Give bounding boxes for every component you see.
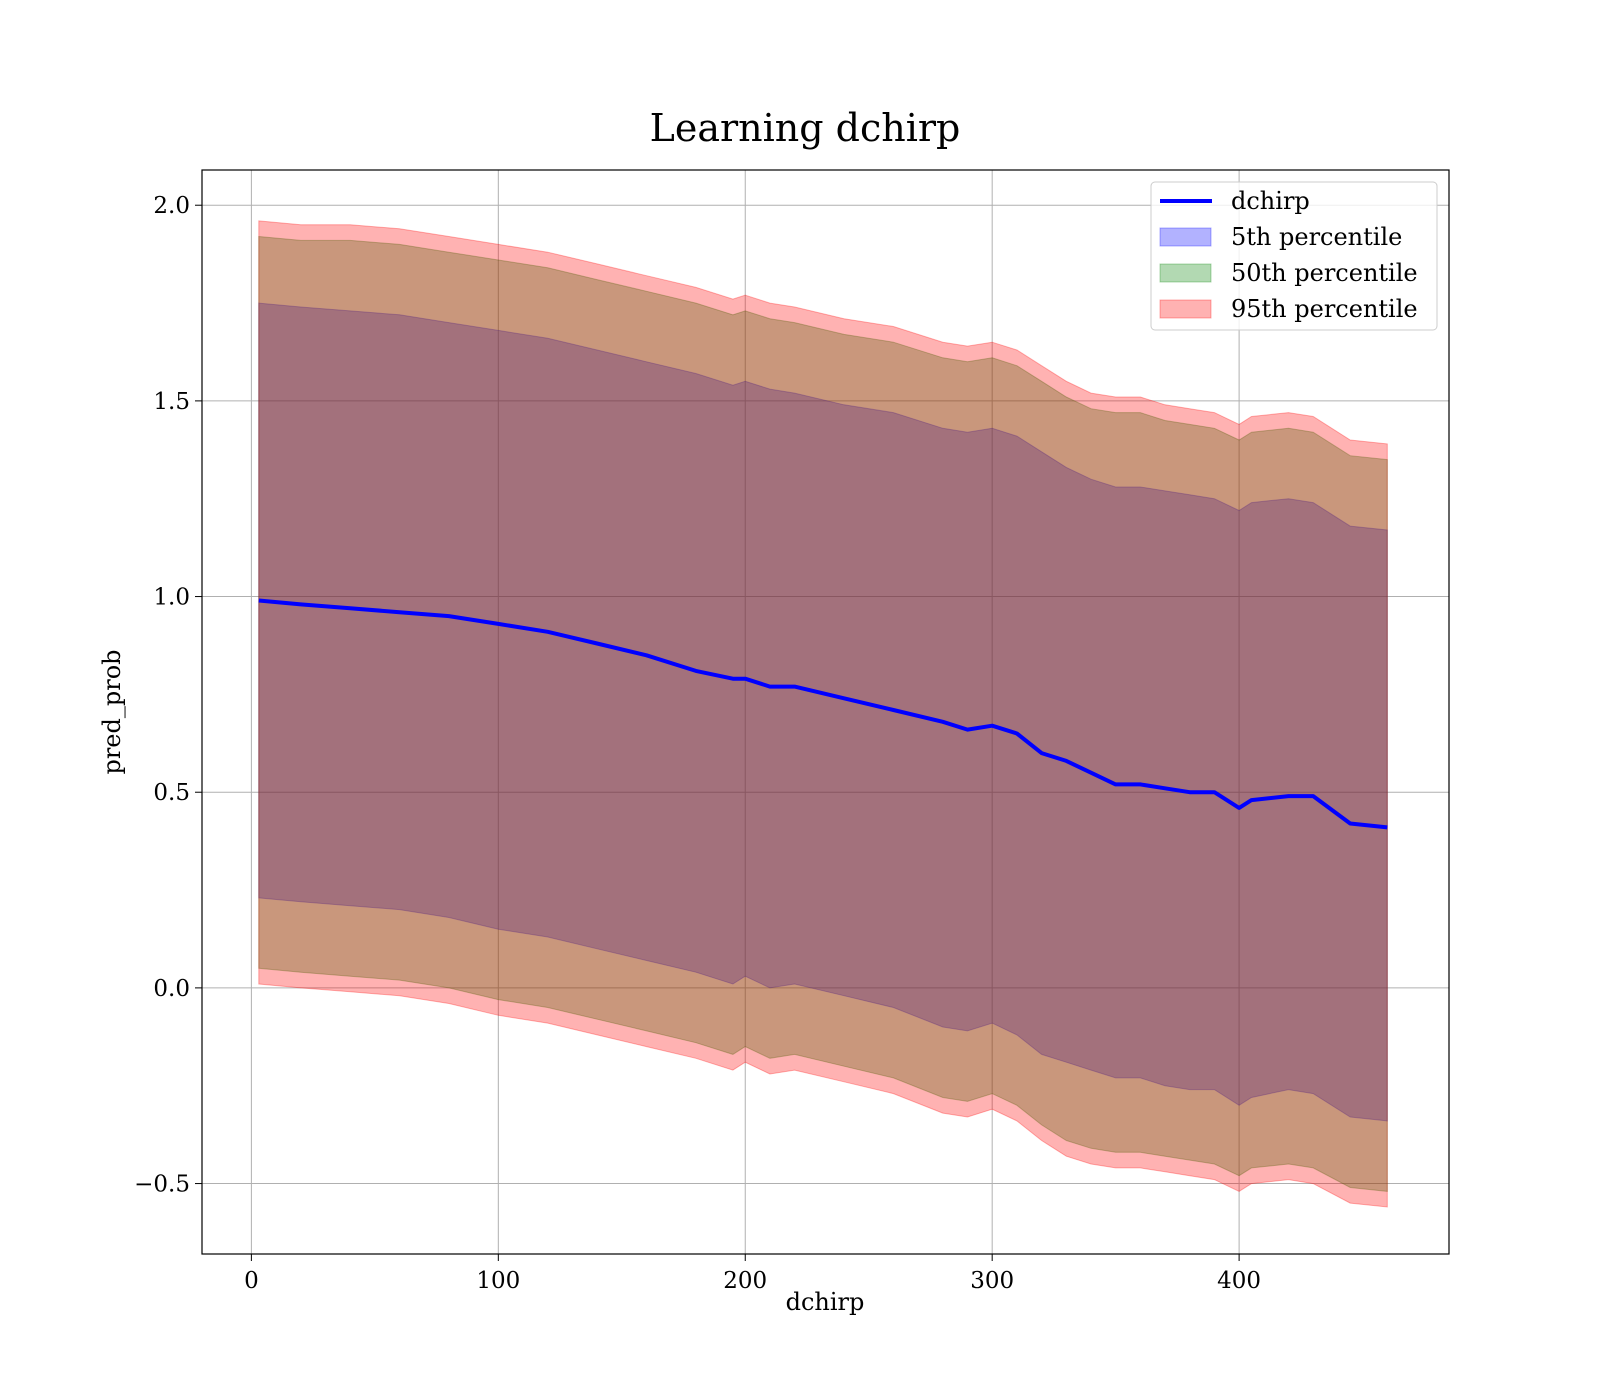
legend: dchirp 5th percentile 50th percentile 95… [1150,181,1438,331]
x-tick-label: 400 [1217,1268,1261,1294]
x-tick-label: 100 [476,1268,520,1294]
legend-swatch-50th-percentile [1159,263,1212,283]
band-95th-percentile [258,220,1388,1208]
chart-title: Learning dchirp [650,106,961,150]
legend-label-5th-percentile: 5th percentile [1231,223,1402,251]
legend-label-50th-percentile: 50th percentile [1231,259,1418,287]
grid [202,170,1449,1254]
plot-area [201,169,1450,1255]
x-tick-label: 0 [244,1268,259,1294]
legend-swatch-95th-percentile [1159,299,1212,319]
series-lines [258,598,1388,830]
y-tick-label: −0.5 [134,1172,190,1198]
y-tick-label: 0.5 [153,780,190,806]
x-tick-label: 300 [970,1268,1014,1294]
percentile-bands [258,220,1388,1208]
y-tick-label: 1.0 [153,585,190,611]
y-tick-label: 2.0 [153,193,190,219]
x-axis-ticks: 0 100 200 300 400 [244,1254,1261,1294]
x-tick-label: 200 [723,1268,767,1294]
legend-box [1150,181,1438,331]
y-tick-label: 1.5 [153,389,190,415]
legend-label-dchirp: dchirp [1231,187,1310,215]
band-5th-percentile [258,302,1388,1122]
y-axis-ticks: −0.5 0.0 0.5 1.0 1.5 2.0 [134,193,202,1198]
x-axis-label: dchirp [786,1288,865,1316]
legend-swatch-5th-percentile [1159,227,1212,247]
plot-frame [201,169,1450,1255]
band-50th-percentile [258,235,1388,1192]
y-tick-label: 0.0 [153,976,190,1002]
line-dchirp [258,598,1388,830]
legend-label-95th-percentile: 95th percentile [1231,295,1418,323]
y-axis-label: pred_prob [98,649,126,774]
